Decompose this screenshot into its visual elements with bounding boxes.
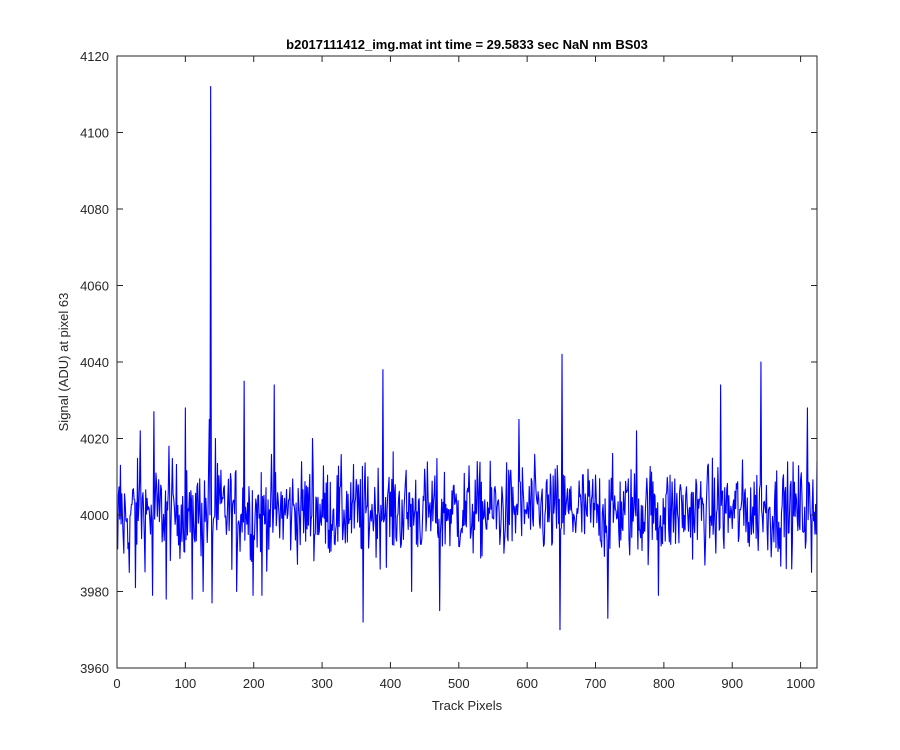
x-axis-label: Track Pixels xyxy=(432,698,503,713)
tick-layer: 0 100 200 300 400 500 600 700 800 900 1000 3960 3980… xyxy=(80,49,817,691)
series-line xyxy=(117,86,818,631)
x-tick-label: 600 xyxy=(516,676,538,691)
y-tick-label: 4000 xyxy=(80,508,109,523)
y-axis-label: Signal (ADU) at pixel 63 xyxy=(56,293,71,432)
chart-title: b2017111412_img.mat int time = 29.5833 s… xyxy=(286,37,648,52)
x-tick-label: 900 xyxy=(721,676,743,691)
y-tick-label: 4120 xyxy=(80,49,109,64)
y-tick-label: 4040 xyxy=(80,355,109,370)
x-tick-label: 500 xyxy=(448,676,470,691)
y-tick-label: 3960 xyxy=(80,661,109,676)
x-tick-label: 1000 xyxy=(786,676,815,691)
x-tick-label: 400 xyxy=(380,676,402,691)
x-tick-label: 800 xyxy=(653,676,675,691)
y-tick-label: 4020 xyxy=(80,432,109,447)
x-tick-label: 300 xyxy=(311,676,333,691)
x-tick-label: 100 xyxy=(175,676,197,691)
data-layer xyxy=(117,86,818,631)
y-tick-label: 4100 xyxy=(80,126,109,141)
x-tick-label: 200 xyxy=(243,676,265,691)
plot-area-background xyxy=(117,56,817,668)
x-tick-label: 0 xyxy=(113,676,120,691)
y-tick-label: 4080 xyxy=(80,202,109,217)
y-tick-label: 3980 xyxy=(80,585,109,600)
y-tick-label: 4060 xyxy=(80,279,109,294)
x-tick-label: 700 xyxy=(585,676,607,691)
plot-box xyxy=(116,55,818,669)
